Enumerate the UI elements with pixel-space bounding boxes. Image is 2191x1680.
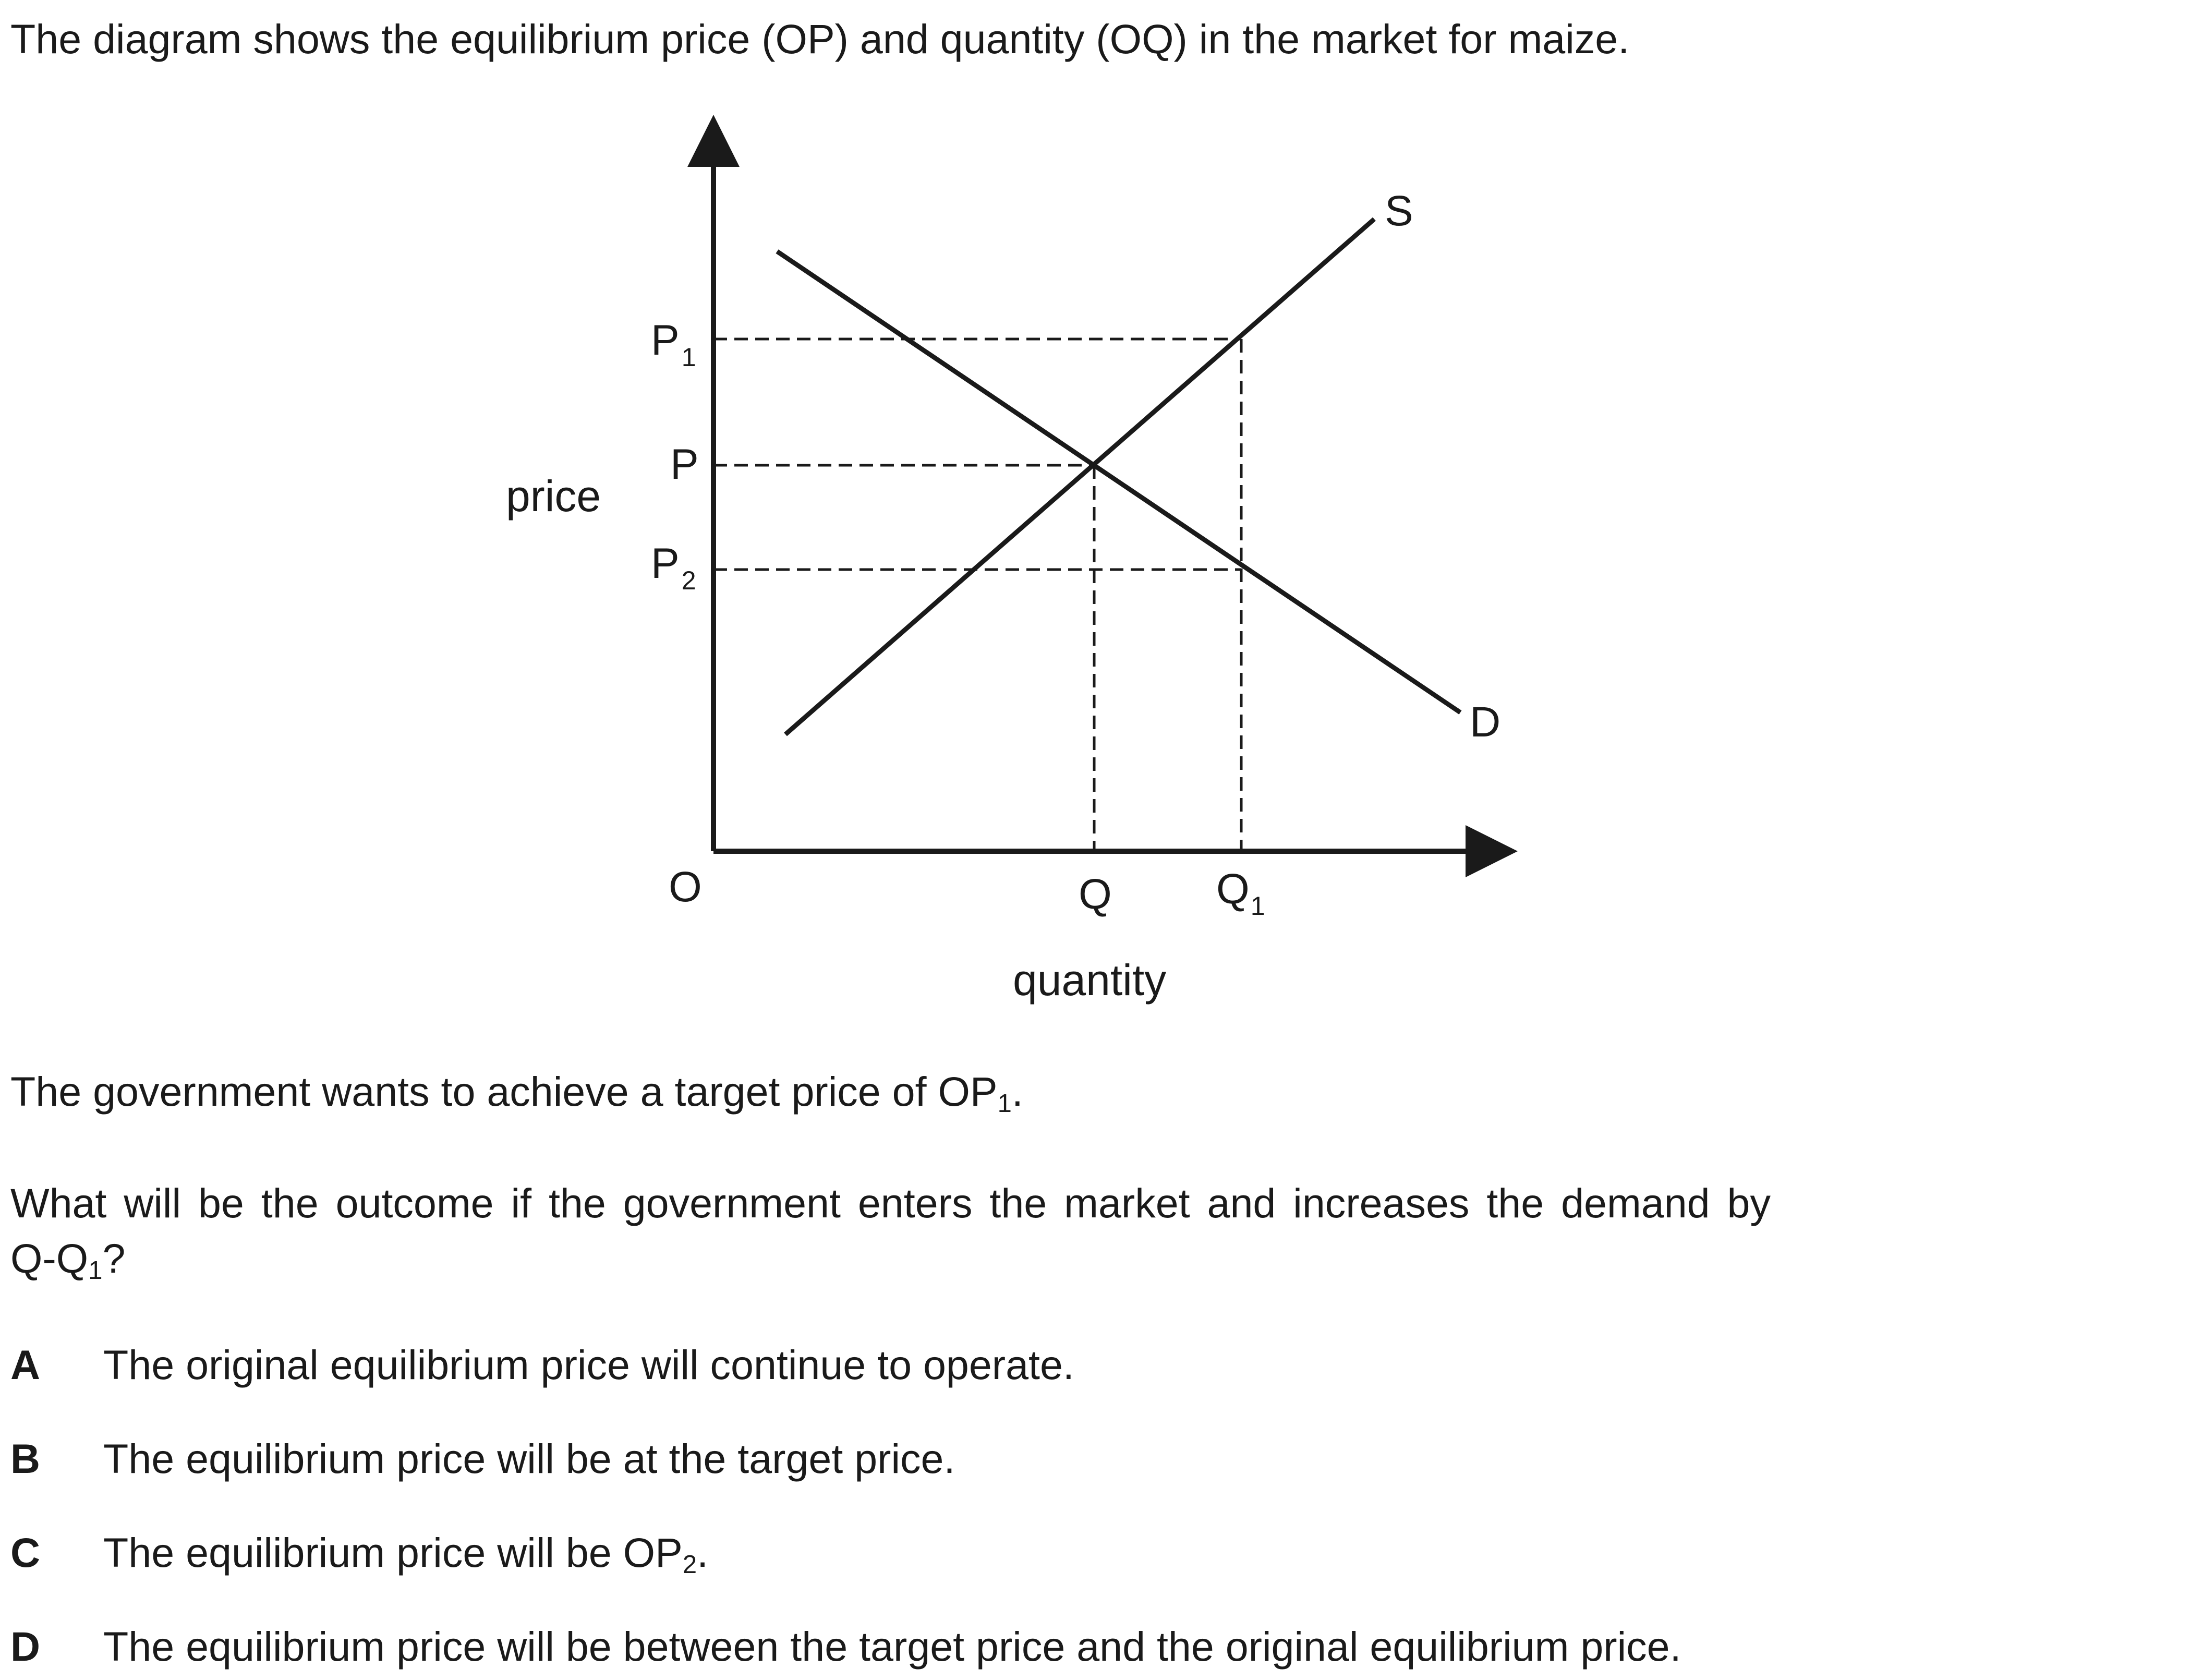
demand-curve [776, 249, 1462, 715]
target-price-text: The government wants to achieve a target… [10, 1068, 1023, 1118]
supply-demand-diagram: price P1 P P2 O Q Q1 quantity S D [506, 115, 1518, 1005]
supply-curve-label: S [1385, 187, 1413, 235]
option-d-letter: D [10, 1623, 41, 1670]
y-axis-label: price [506, 472, 601, 521]
price-label-p1: P1 [651, 317, 696, 372]
option-c-text: The equilibrium price will be OP2. [103, 1529, 709, 1579]
x-axis-label: quantity [1013, 956, 1166, 1005]
option-a-text: The original equilibrium price will cont… [103, 1341, 1074, 1388]
quantity-label-q1: Q1 [1216, 865, 1265, 921]
question-line-2: Q-Q1? [10, 1235, 126, 1285]
option-b-letter: B [10, 1435, 41, 1482]
supply-curve [784, 217, 1376, 736]
option-d-text: The equilibrium price will be between th… [103, 1623, 1681, 1670]
price-label-p2: P2 [651, 540, 696, 595]
price-label-p: P [670, 441, 699, 488]
option-a-letter: A [10, 1341, 41, 1388]
option-c-letter: C [10, 1529, 41, 1576]
quantity-label-q: Q [1079, 871, 1112, 918]
option-b-text: The equilibrium price will be at the tar… [103, 1435, 955, 1482]
demand-curve-label: D [1470, 698, 1500, 746]
intro-text: The diagram shows the equilibrium price … [10, 16, 1630, 62]
origin-label: O [669, 863, 702, 911]
question-line-1: What will be the outcome if the governme… [10, 1180, 1771, 1226]
